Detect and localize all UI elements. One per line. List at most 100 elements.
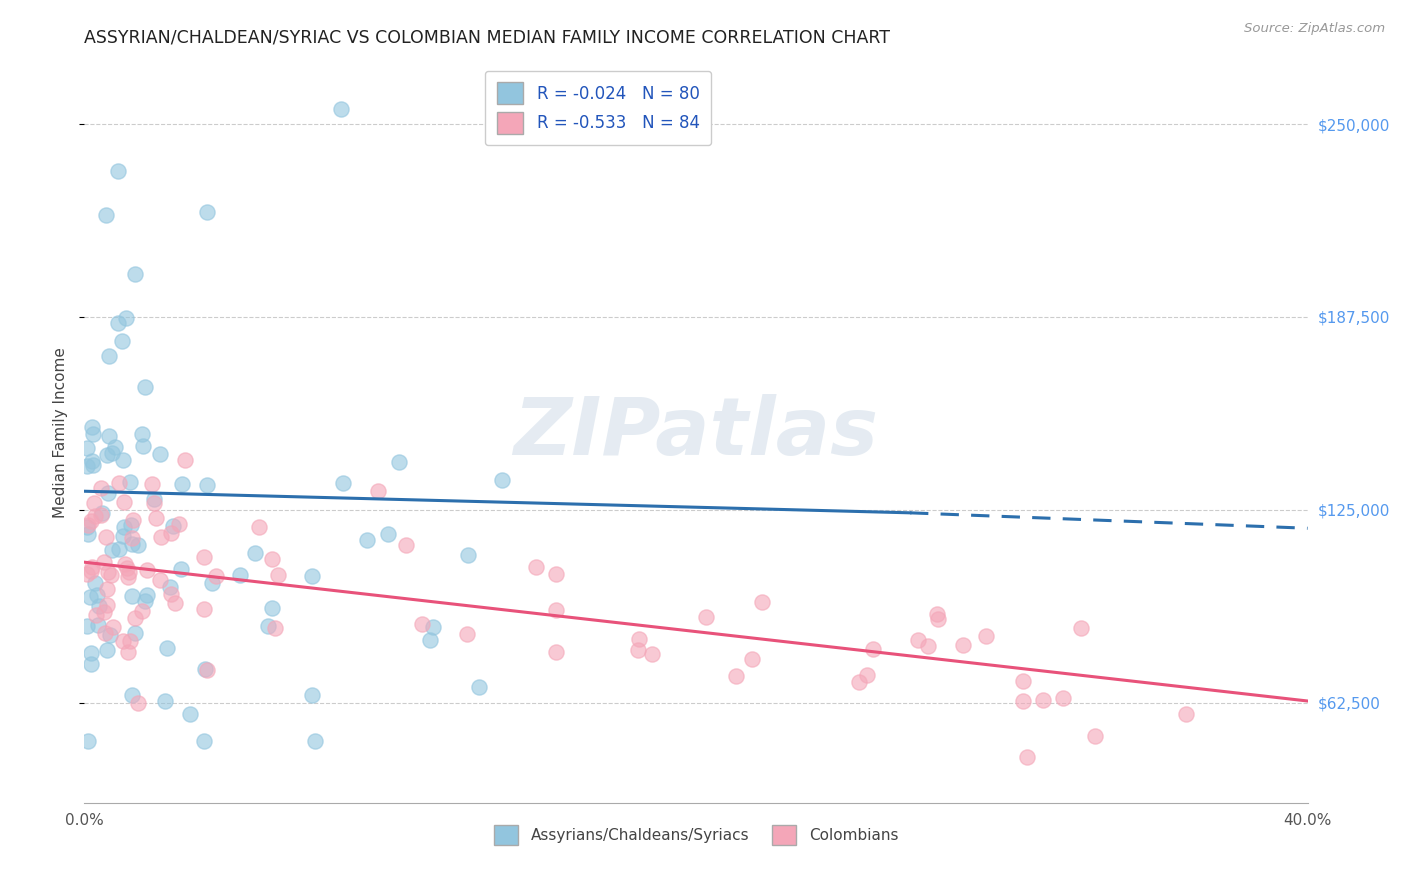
Point	[84, 607, 107, 622]
Point	[491, 473, 513, 487]
Point	[1032, 693, 1054, 707]
Point	[1175, 707, 1198, 722]
Point	[112, 495, 135, 509]
Point	[104, 440, 127, 454]
Point	[457, 548, 479, 562]
Point	[546, 603, 568, 617]
Point	[112, 529, 135, 543]
Point	[80, 646, 103, 660]
Point	[627, 643, 650, 657]
Point	[1052, 690, 1074, 705]
Point	[76, 619, 98, 633]
Point	[204, 569, 226, 583]
Point	[112, 520, 135, 534]
Point	[96, 448, 118, 462]
Point	[96, 486, 118, 500]
Point	[628, 632, 651, 647]
Point	[160, 586, 183, 600]
Point	[243, 546, 266, 560]
Point	[100, 445, 122, 459]
Point	[124, 625, 146, 640]
Point	[377, 527, 399, 541]
Point	[1012, 693, 1035, 707]
Point	[195, 478, 218, 492]
Point	[93, 625, 115, 640]
Point	[121, 589, 143, 603]
Point	[98, 627, 121, 641]
Point	[117, 560, 139, 574]
Point	[97, 565, 120, 579]
Point	[96, 643, 118, 657]
Point	[82, 458, 104, 472]
Point	[725, 669, 748, 683]
Point	[544, 645, 567, 659]
Point	[301, 688, 323, 702]
Point	[121, 688, 143, 702]
Point	[76, 458, 98, 473]
Point	[82, 427, 104, 442]
Point	[90, 506, 112, 520]
Point	[149, 447, 172, 461]
Point	[77, 518, 100, 533]
Point	[524, 559, 547, 574]
Point	[98, 349, 121, 363]
Point	[927, 612, 949, 626]
Point	[86, 588, 108, 602]
Point	[170, 476, 193, 491]
Point	[132, 439, 155, 453]
Point	[87, 599, 110, 613]
Point	[862, 642, 884, 657]
Point	[142, 492, 165, 507]
Point	[107, 317, 129, 331]
Point	[90, 481, 112, 495]
Point	[160, 526, 183, 541]
Y-axis label: Median Family Income: Median Family Income	[52, 347, 67, 518]
Point	[135, 563, 157, 577]
Point	[100, 568, 122, 582]
Point	[112, 634, 135, 648]
Point	[544, 566, 567, 581]
Point	[131, 427, 153, 442]
Point	[1011, 674, 1033, 689]
Point	[1070, 621, 1092, 635]
Point	[422, 620, 444, 634]
Point	[134, 594, 156, 608]
Point	[80, 419, 103, 434]
Point	[201, 575, 224, 590]
Point	[134, 380, 156, 394]
Point	[98, 429, 121, 443]
Point	[153, 694, 176, 708]
Point	[367, 483, 389, 498]
Point	[143, 495, 166, 509]
Text: ASSYRIAN/CHALDEAN/SYRIAC VS COLOMBIAN MEDIAN FAMILY INCOME CORRELATION CHART: ASSYRIAN/CHALDEAN/SYRIAC VS COLOMBIAN ME…	[84, 29, 890, 47]
Point	[193, 601, 215, 615]
Point	[131, 604, 153, 618]
Point	[741, 652, 763, 666]
Point	[114, 558, 136, 572]
Point	[136, 588, 159, 602]
Point	[80, 514, 103, 528]
Point	[925, 607, 948, 621]
Point	[76, 441, 98, 455]
Point	[118, 633, 141, 648]
Point	[751, 595, 773, 609]
Point	[159, 580, 181, 594]
Point	[856, 668, 879, 682]
Point	[149, 574, 172, 588]
Text: Source: ZipAtlas.com: Source: ZipAtlas.com	[1244, 22, 1385, 36]
Point	[329, 102, 352, 116]
Point	[141, 476, 163, 491]
Point	[101, 542, 124, 557]
Point	[127, 538, 149, 552]
Point	[695, 610, 717, 624]
Point	[127, 696, 149, 710]
Point	[121, 531, 143, 545]
Point	[101, 620, 124, 634]
Point	[193, 550, 215, 565]
Point	[974, 629, 997, 643]
Point	[456, 627, 478, 641]
Point	[395, 538, 418, 552]
Point	[80, 565, 103, 579]
Point	[150, 530, 173, 544]
Point	[467, 680, 489, 694]
